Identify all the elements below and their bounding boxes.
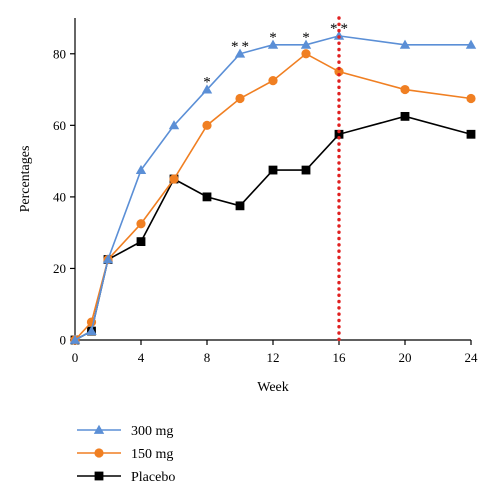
plot-area: 0 20 40 60 80 0 4 8 12 16 20 24 Week Percentages * * * *… bbox=[18, 16, 479, 395]
significance-marker: * bbox=[269, 30, 277, 46]
x-tick-label: 16 bbox=[333, 350, 347, 365]
data-point-placebo bbox=[400, 111, 410, 121]
x-tick-label: 24 bbox=[465, 350, 479, 365]
data-point-placebo bbox=[235, 201, 245, 211]
data-point-150-mg bbox=[169, 174, 179, 184]
data-point-placebo bbox=[466, 129, 476, 139]
significance-marker: * bbox=[302, 30, 310, 46]
data-point-300-mg bbox=[399, 39, 411, 49]
series-line-150-mg bbox=[74, 52, 472, 341]
data-point-300-mg bbox=[86, 325, 97, 335]
legend-marker bbox=[94, 471, 104, 481]
legend-item-300-mg: 300 mg bbox=[77, 424, 173, 439]
data-point-300-mg bbox=[234, 48, 246, 58]
y-tick-label: 20 bbox=[53, 261, 66, 276]
data-point-150-mg bbox=[235, 93, 245, 104]
data-point-150-mg bbox=[301, 49, 311, 59]
legend-label: 150 mg bbox=[131, 447, 173, 462]
significance-marker: * * bbox=[330, 21, 348, 37]
y-tick-label: 40 bbox=[53, 189, 66, 204]
data-point-150-mg bbox=[136, 219, 146, 229]
y-tick-label: 60 bbox=[53, 118, 66, 133]
data-point-150-mg bbox=[202, 120, 212, 130]
data-point-placebo bbox=[136, 237, 146, 247]
legend-item-placebo: Placebo bbox=[77, 470, 175, 485]
data-point-300-mg bbox=[102, 254, 114, 264]
legend-marker bbox=[93, 424, 105, 434]
series-placebo bbox=[70, 111, 476, 345]
y-tick-label: 80 bbox=[53, 46, 66, 61]
data-point-placebo bbox=[334, 129, 344, 139]
data-point-300-mg bbox=[201, 84, 213, 94]
legend-label: Placebo bbox=[131, 470, 175, 485]
data-point-300-mg bbox=[267, 39, 279, 49]
data-point-300-mg bbox=[69, 334, 81, 344]
data-point-placebo bbox=[301, 165, 311, 175]
data-point-placebo bbox=[268, 165, 278, 175]
x-tick-label: 8 bbox=[204, 350, 211, 365]
legend-marker bbox=[94, 448, 104, 458]
data-point-150-mg bbox=[400, 84, 410, 95]
series-line-placebo bbox=[74, 115, 472, 341]
significance-marker: * bbox=[203, 75, 211, 91]
data-point-placebo bbox=[202, 192, 212, 202]
legend: 300 mg 150 mg Placebo bbox=[77, 424, 175, 485]
significance-marker: * * bbox=[231, 39, 249, 55]
x-axis-title: Week bbox=[257, 380, 289, 395]
data-point-300-mg bbox=[168, 120, 180, 130]
series-line-300-mg bbox=[74, 35, 471, 341]
legend-item-150-mg: 150 mg bbox=[77, 447, 173, 462]
data-point-300-mg bbox=[465, 39, 477, 49]
x-tick-label: 4 bbox=[138, 350, 145, 365]
y-tick-label: 0 bbox=[60, 333, 67, 348]
y-axis-title: Percentages bbox=[18, 146, 33, 213]
data-point-150-mg bbox=[466, 93, 476, 104]
x-tick-label: 0 bbox=[72, 350, 79, 365]
data-point-300-mg bbox=[300, 39, 312, 49]
data-point-150-mg bbox=[268, 76, 278, 86]
x-tick-label: 20 bbox=[399, 350, 412, 365]
data-point-300-mg bbox=[135, 164, 147, 174]
x-tick-label: 12 bbox=[267, 350, 280, 365]
legend-label: 300 mg bbox=[131, 424, 173, 439]
data-point-150-mg bbox=[334, 67, 344, 77]
